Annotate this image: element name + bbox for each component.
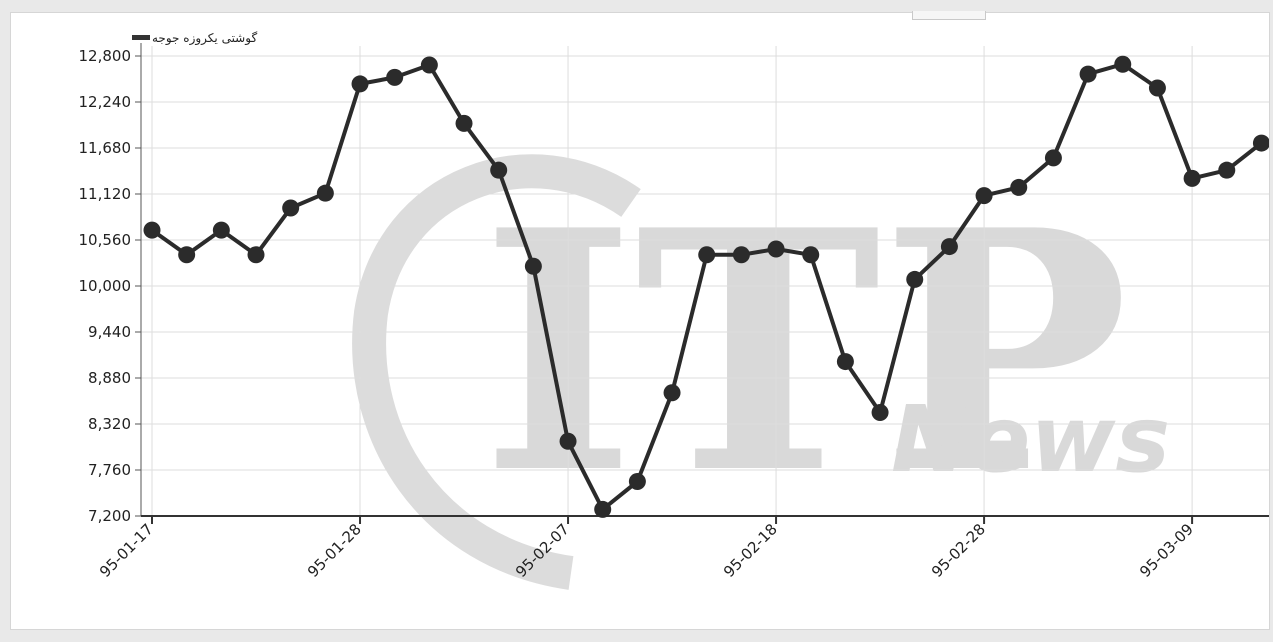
y-tick-label: 11,680 xyxy=(79,139,132,157)
y-tick-label: 10,560 xyxy=(79,231,132,249)
chart-canvas: ITP News 7,200 7,760 8,320 8,880 9,440 10,000… xyxy=(79,31,1269,590)
data-point xyxy=(524,257,542,275)
series-layer xyxy=(143,55,1269,518)
data-point xyxy=(732,246,750,264)
data-point xyxy=(178,246,196,264)
data-point xyxy=(247,246,265,264)
data-point xyxy=(282,199,300,217)
y-tick-label: 7,760 xyxy=(88,461,131,479)
watermark-c-arc xyxy=(352,154,641,590)
data-point xyxy=(386,68,404,86)
data-point xyxy=(1114,55,1132,73)
x-tick-label: 95-01-28 xyxy=(304,520,365,581)
data-point xyxy=(490,161,508,179)
y-tick-label: 7,200 xyxy=(88,507,131,525)
data-point xyxy=(975,187,993,205)
data-point xyxy=(420,56,438,74)
data-point xyxy=(698,246,716,264)
y-tick-labels: 7,200 7,760 8,320 8,880 9,440 10,000 10,560 11,… xyxy=(79,47,132,525)
data-point xyxy=(143,221,161,239)
data-point xyxy=(559,432,577,450)
y-tick-label: 9,440 xyxy=(88,323,131,341)
data-point xyxy=(351,75,369,93)
data-point xyxy=(940,238,958,256)
y-tick-label: 12,240 xyxy=(79,93,132,111)
itp-news-watermark: ITP News xyxy=(352,154,1170,590)
data-point xyxy=(1148,79,1166,97)
legend-label: گوشتی یکروزه جوجه xyxy=(152,31,257,46)
axes xyxy=(140,43,1269,517)
data-point xyxy=(906,270,924,288)
data-point xyxy=(594,500,612,518)
y-tick-label: 8,320 xyxy=(88,415,131,433)
data-point xyxy=(1183,169,1201,187)
y-tick-label: 10,000 xyxy=(79,277,132,295)
data-point xyxy=(1252,134,1269,152)
x-tick-label: 95-01-17 xyxy=(96,520,157,581)
grid-lines xyxy=(135,46,1269,524)
data-point xyxy=(212,221,230,239)
legend[interactable]: گوشتی یکروزه جوجه xyxy=(132,31,257,46)
data-point xyxy=(1044,149,1062,167)
data-point xyxy=(767,240,785,258)
chart-panel: ITP News 7,200 7,760 8,320 8,880 9,440 10,000… xyxy=(10,12,1270,630)
x-tick-label: 95-03-09 xyxy=(1136,520,1197,581)
data-point xyxy=(316,184,334,202)
data-point xyxy=(1218,161,1236,179)
data-point xyxy=(1010,178,1028,196)
data-point xyxy=(871,404,889,421)
data-point xyxy=(836,353,854,371)
legend-swatch xyxy=(132,35,150,40)
y-tick-label: 12,800 xyxy=(79,47,132,65)
panel-tab-handle[interactable] xyxy=(912,11,986,20)
data-point xyxy=(455,114,473,132)
data-point xyxy=(628,473,646,490)
y-tick-label: 11,120 xyxy=(79,185,132,203)
y-tick-label: 8,880 xyxy=(88,369,131,387)
data-point xyxy=(663,384,681,402)
data-point xyxy=(1079,65,1097,83)
data-point xyxy=(802,246,820,264)
watermark-word: News xyxy=(891,386,1170,493)
